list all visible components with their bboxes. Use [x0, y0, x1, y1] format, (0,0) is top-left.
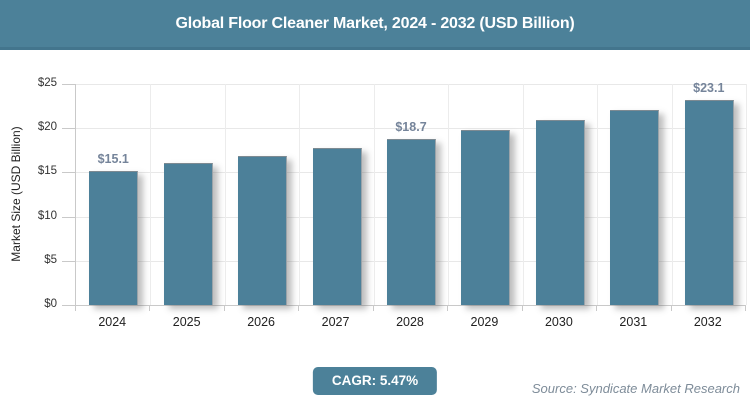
- y-tick-mark: [62, 305, 75, 306]
- gridline-vertical: [224, 84, 226, 305]
- bar-value-label: $23.1: [693, 80, 725, 95]
- x-tick-label-2024: 2024: [98, 315, 127, 329]
- gridline-horizontal: [76, 128, 746, 130]
- x-tick-label-2027: 2027: [321, 315, 350, 329]
- x-tick-label-2030: 2030: [544, 315, 573, 329]
- x-tick-mark: [372, 305, 374, 311]
- gridline-vertical: [746, 84, 747, 305]
- y-tick-label: $25: [37, 77, 57, 89]
- y-tick-label: $5: [44, 253, 57, 266]
- y-tick-label: $20: [37, 121, 57, 134]
- x-tick-mark: [75, 305, 76, 311]
- x-tick-mark: [670, 305, 672, 311]
- gridline-vertical: [597, 84, 599, 305]
- y-tick-mark: [62, 172, 75, 174]
- bar-value-label: $18.7: [395, 119, 427, 134]
- bar-2030: [535, 120, 585, 305]
- y-tick-mark: [62, 84, 75, 85]
- y-tick-label: $0: [44, 298, 57, 310]
- x-tick-mark: [298, 305, 300, 311]
- bar-2024: [89, 170, 139, 305]
- y-tick-label: $15: [37, 165, 57, 178]
- bar-2029: [461, 129, 511, 305]
- bar-2027: [312, 147, 362, 305]
- chart-title-bar: Global Floor Cleaner Market, 2024 - 2032…: [0, 0, 750, 50]
- y-axis-title: Market Size (USD Billion): [9, 126, 23, 262]
- x-tick-mark: [521, 305, 523, 311]
- plot-area: $15.1 $18.7 $23.1: [75, 81, 747, 306]
- x-tick-mark: [745, 305, 746, 311]
- gridline-vertical: [150, 84, 152, 305]
- x-tick-label-2028: 2028: [396, 315, 424, 329]
- gridline-vertical: [671, 84, 673, 305]
- bar-2028: [387, 138, 436, 305]
- gridline-vertical: [448, 84, 450, 305]
- gridline-vertical: [373, 84, 375, 305]
- y-tick-mark: [62, 260, 75, 262]
- bar-2031: [610, 110, 660, 305]
- x-tick-mark: [223, 305, 225, 311]
- gridline-vertical: [522, 84, 524, 305]
- x-tick-mark: [447, 305, 449, 311]
- bar-2025: [163, 163, 213, 305]
- x-tick-label-2026: 2026: [247, 315, 275, 329]
- y-tick-mark: [62, 216, 75, 218]
- bar-2032: [684, 99, 734, 305]
- y-tick-mark: [62, 128, 75, 130]
- x-tick-mark: [596, 305, 598, 311]
- x-tick-label-2029: 2029: [470, 315, 499, 329]
- bar-value-label: $15.1: [97, 151, 129, 166]
- bar-2026: [238, 155, 288, 305]
- x-tick-mark: [149, 305, 151, 311]
- x-tick-label-2031: 2031: [619, 315, 648, 329]
- y-tick-label: $10: [37, 209, 57, 222]
- cagr-badge: CAGR: 5.47%: [312, 367, 438, 395]
- chart-title: Global Floor Cleaner Market, 2024 - 2032…: [175, 14, 575, 32]
- gridline-vertical: [299, 84, 301, 305]
- x-tick-label-2025: 2025: [172, 315, 201, 329]
- gridline-horizontal: [76, 84, 746, 85]
- x-tick-label-2032: 2032: [693, 315, 722, 329]
- source-text: Source: Syndicate Market Research: [531, 381, 740, 396]
